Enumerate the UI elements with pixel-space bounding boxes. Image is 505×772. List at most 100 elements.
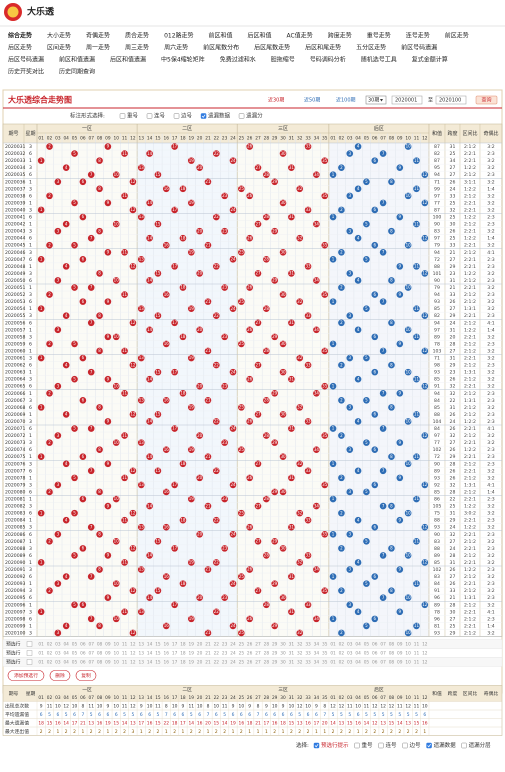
checkbox[interactable] — [378, 742, 384, 749]
preselect-cell[interactable]: 12 — [130, 651, 136, 657]
nav-link[interactable]: 中5保4缩轮矩阵 — [161, 56, 205, 64]
nav-link[interactable]: 后区和值遗漏 — [110, 56, 146, 64]
preselect-cell[interactable]: 01 — [330, 642, 336, 648]
preselect-cell[interactable]: 31 — [289, 660, 295, 666]
nav-link[interactable]: 012路走势 — [164, 32, 193, 40]
nav-link[interactable]: 奇偶走势 — [86, 32, 110, 40]
preselect-cell[interactable]: 10 — [405, 651, 411, 657]
preselect-cell[interactable]: 20 — [197, 651, 203, 657]
checkbox[interactable] — [146, 113, 153, 119]
preselect-cell[interactable]: 04 — [63, 651, 69, 657]
preselect-cell[interactable]: 12 — [130, 642, 136, 648]
preselect-cell[interactable]: 01 — [38, 651, 44, 657]
preselect-cell[interactable]: 13 — [139, 651, 145, 657]
nav-link[interactable]: 大小走势 — [47, 32, 71, 40]
preselect-cell[interactable]: 11 — [122, 660, 128, 666]
preselect-cell[interactable]: 05 — [72, 660, 78, 666]
preselect-cell[interactable]: 01 — [38, 642, 44, 648]
preselect-cell[interactable]: 29 — [272, 651, 278, 657]
preselect-cell[interactable]: 08 — [389, 642, 395, 648]
nav-link[interactable]: 周三走势 — [125, 44, 149, 52]
preselect-box[interactable] — [26, 650, 33, 656]
preselect-cell[interactable]: 23 — [222, 660, 228, 666]
preselect-cell[interactable]: 22 — [214, 651, 220, 657]
preselect-cell[interactable]: 09 — [397, 660, 403, 666]
preselect-cell[interactable]: 12 — [130, 660, 136, 666]
nav-link[interactable]: 历史同期查询 — [59, 68, 95, 76]
preselect-cell[interactable]: 02 — [47, 651, 53, 657]
preselect-cell[interactable]: 27 — [255, 651, 261, 657]
preselect-cell[interactable]: 12 — [422, 660, 428, 666]
preselect-cell[interactable]: 26 — [247, 660, 253, 666]
preselect-cell[interactable]: 03 — [55, 651, 61, 657]
preselect-cell[interactable]: 23 — [222, 642, 228, 648]
preselect-cell[interactable]: 01 — [330, 651, 336, 657]
preselect-cell[interactable]: 07 — [88, 651, 94, 657]
preselect-cell[interactable]: 05 — [364, 651, 370, 657]
preselect-cell[interactable]: 01 — [38, 660, 44, 666]
preselect-cell[interactable]: 06 — [80, 651, 86, 657]
select[interactable] — [365, 95, 387, 105]
preselect-cell[interactable]: 10 — [113, 651, 119, 657]
preselect-cell[interactable]: 02 — [339, 660, 345, 666]
preselect-cell[interactable]: 26 — [247, 651, 253, 657]
preselect-cell[interactable]: 05 — [72, 642, 78, 648]
preselect-cell[interactable]: 34 — [314, 651, 320, 657]
checkbox[interactable] — [200, 113, 207, 119]
nav-link[interactable]: AC值走势 — [287, 32, 313, 40]
preselect-cell[interactable]: 30 — [280, 651, 286, 657]
preselect-cell[interactable]: 15 — [155, 660, 161, 666]
preselect-cell[interactable]: 33 — [305, 642, 311, 648]
nav-link[interactable]: 重号走势 — [367, 32, 391, 40]
nav-link[interactable]: 前区和值遗漏 — [59, 56, 95, 64]
preselect-cell[interactable]: 34 — [314, 642, 320, 648]
preselect-cell[interactable]: 35 — [322, 642, 328, 648]
preselect-cell[interactable]: 08 — [97, 660, 103, 666]
preselect-cell[interactable]: 14 — [147, 651, 153, 657]
nav-link[interactable]: 后区走势 — [8, 44, 32, 52]
preselect-cell[interactable]: 15 — [155, 642, 161, 648]
preselect-cell[interactable]: 01 — [330, 660, 336, 666]
preselect-cell[interactable]: 32 — [297, 642, 303, 648]
preselect-cell[interactable]: 07 — [380, 651, 386, 657]
preselect-cell[interactable]: 21 — [205, 642, 211, 648]
preselect-cell[interactable]: 10 — [405, 642, 411, 648]
preselect-cell[interactable]: 21 — [205, 651, 211, 657]
preselect-cell[interactable]: 04 — [355, 651, 361, 657]
nav-link[interactable]: 区间走势 — [47, 44, 71, 52]
preselect-cell[interactable]: 29 — [272, 642, 278, 648]
preselect-cell[interactable]: 23 — [222, 651, 228, 657]
nav-link[interactable]: 前区和值 — [209, 32, 233, 40]
preselect-cell[interactable]: 26 — [247, 642, 253, 648]
option-label[interactable]: 重号 — [127, 112, 139, 120]
preselect-cell[interactable]: 10 — [113, 660, 119, 666]
preselect-cell[interactable]: 35 — [322, 660, 328, 666]
preselect-cell[interactable]: 34 — [314, 660, 320, 666]
action-button[interactable] — [7, 670, 45, 681]
checkbox[interactable] — [354, 742, 360, 749]
preselect-cell[interactable]: 35 — [322, 651, 328, 657]
preselect-cell[interactable]: 28 — [264, 660, 270, 666]
preselect-cell[interactable]: 19 — [189, 642, 195, 648]
nav-link[interactable]: 免费过滤和水 — [220, 56, 256, 64]
preselect-cell[interactable]: 18 — [180, 642, 186, 648]
checkbox[interactable] — [238, 113, 245, 119]
preselect-cell[interactable]: 06 — [80, 660, 86, 666]
preselect-cell[interactable]: 05 — [72, 651, 78, 657]
preselect-cell[interactable]: 14 — [147, 642, 153, 648]
footer-option[interactable]: 遗漏数据 — [434, 741, 457, 749]
preselect-cell[interactable]: 18 — [180, 651, 186, 657]
preselect-cell[interactable]: 25 — [239, 642, 245, 648]
nav-link[interactable]: 跨度走势 — [328, 32, 352, 40]
nav-link[interactable]: 前区号码遗漏 — [401, 44, 437, 52]
preselect-cell[interactable]: 32 — [297, 660, 303, 666]
nav-link[interactable]: 号码调码分析 — [310, 56, 346, 64]
preselect-cell[interactable]: 09 — [397, 651, 403, 657]
checkbox[interactable] — [402, 742, 408, 749]
nav-link[interactable]: 后区和值 — [248, 32, 272, 40]
preselect-cell[interactable]: 07 — [380, 642, 386, 648]
footer-option[interactable]: 预选行提示 — [321, 741, 349, 749]
checkbox[interactable] — [119, 113, 126, 119]
preselect-cell[interactable]: 12 — [422, 642, 428, 648]
preselect-cell[interactable]: 08 — [389, 651, 395, 657]
